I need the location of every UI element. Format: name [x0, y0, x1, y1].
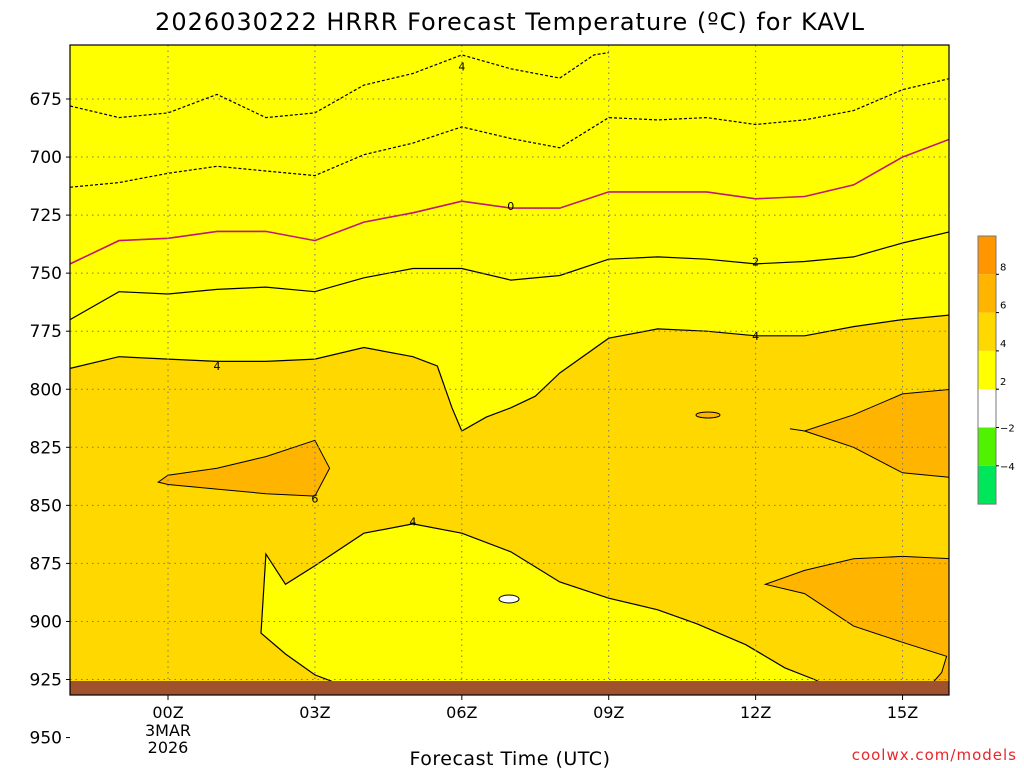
contour-label: 4: [458, 60, 465, 73]
x-tick-label: 15Z: [887, 703, 918, 722]
colorbar-label: 8: [1000, 262, 1006, 273]
warm-region-right-lower: [763, 555, 949, 695]
y-tick-label: 925: [30, 671, 62, 691]
contour-line: [70, 78, 949, 188]
y-axis: 675 700 725 750 775 800 825 850 875 900 925 950: [30, 90, 70, 749]
colorbar-label: −4: [1000, 462, 1015, 473]
colorbar-label: −2: [1000, 424, 1015, 435]
colorbar-label: 2: [1000, 377, 1006, 388]
x-tick-label: 06Z: [446, 703, 477, 722]
contour-label: 2: [752, 256, 759, 269]
x-axis-label: Forecast Time (UTC): [410, 748, 611, 768]
colorbar-swatch: [978, 389, 996, 428]
y-tick-label: 675: [30, 90, 62, 110]
grid-lines: [70, 45, 949, 695]
contour-labels: 4 0 2 4 6 4 4: [213, 60, 759, 529]
closed-contour-small-12z: [695, 411, 721, 419]
warm-region-825: [157, 439, 331, 497]
y-tick-label: 750: [30, 264, 62, 284]
plot-area: [70, 45, 949, 695]
y-tick-label: 725: [30, 206, 62, 226]
contour-line: [70, 52, 609, 119]
colorbar-swatch: [978, 350, 996, 390]
x-tick-sublabel: 3MAR: [145, 721, 191, 740]
contour-line: [70, 690, 94, 695]
y-tick-label: 900: [30, 612, 62, 632]
y-tick-label: 850: [30, 496, 62, 516]
colorbar-swatch: [978, 312, 996, 351]
warm-region-right-upper: [789, 389, 949, 478]
x-tick-label: 09Z: [593, 703, 624, 722]
contour-label: 4: [409, 516, 416, 529]
band-yellow-upper: [70, 45, 949, 431]
y-tick-label: 700: [30, 148, 62, 168]
x-tick-label: 12Z: [740, 703, 771, 722]
contour-label: 0: [507, 200, 514, 213]
contour-line: [70, 231, 949, 321]
closed-contour-small-07z: [498, 594, 520, 604]
colorbar-swatch: [978, 274, 996, 313]
plot-frame: [69, 44, 950, 696]
contour-label: 6: [311, 492, 318, 505]
credit-link[interactable]: coolwx.com/models: [852, 746, 1017, 764]
y-tick-label: 775: [30, 322, 62, 342]
y-tick-label: 875: [30, 554, 62, 574]
colorbar: 8 6 4 2 −2 −4: [977, 235, 1015, 505]
ground-strip: [70, 681, 949, 695]
y-tick-label: 800: [30, 380, 62, 400]
chart-title: 2026030222 HRRR Forecast Temperature (ºC…: [155, 8, 865, 36]
contour-line: [70, 138, 949, 265]
y-tick-label: 950: [30, 729, 62, 749]
x-tick-label: 03Z: [299, 703, 330, 722]
colorbar-label: 4: [1000, 339, 1006, 350]
contour-label: 4: [213, 360, 220, 373]
colorbar-swatch: [978, 465, 996, 505]
colorbar-swatch: [978, 427, 996, 466]
contour-line: [70, 314, 949, 432]
colorbar-label: 6: [1000, 301, 1006, 312]
contour-label: 4: [752, 330, 759, 343]
colorbar-frame: [977, 235, 997, 505]
band-yellow-lower: [261, 523, 839, 695]
x-tick-label: 00Z: [152, 703, 183, 722]
colorbar-swatch: [978, 236, 996, 275]
y-tick-label: 825: [30, 438, 62, 458]
x-tick-sublabel: 2026: [148, 738, 189, 757]
